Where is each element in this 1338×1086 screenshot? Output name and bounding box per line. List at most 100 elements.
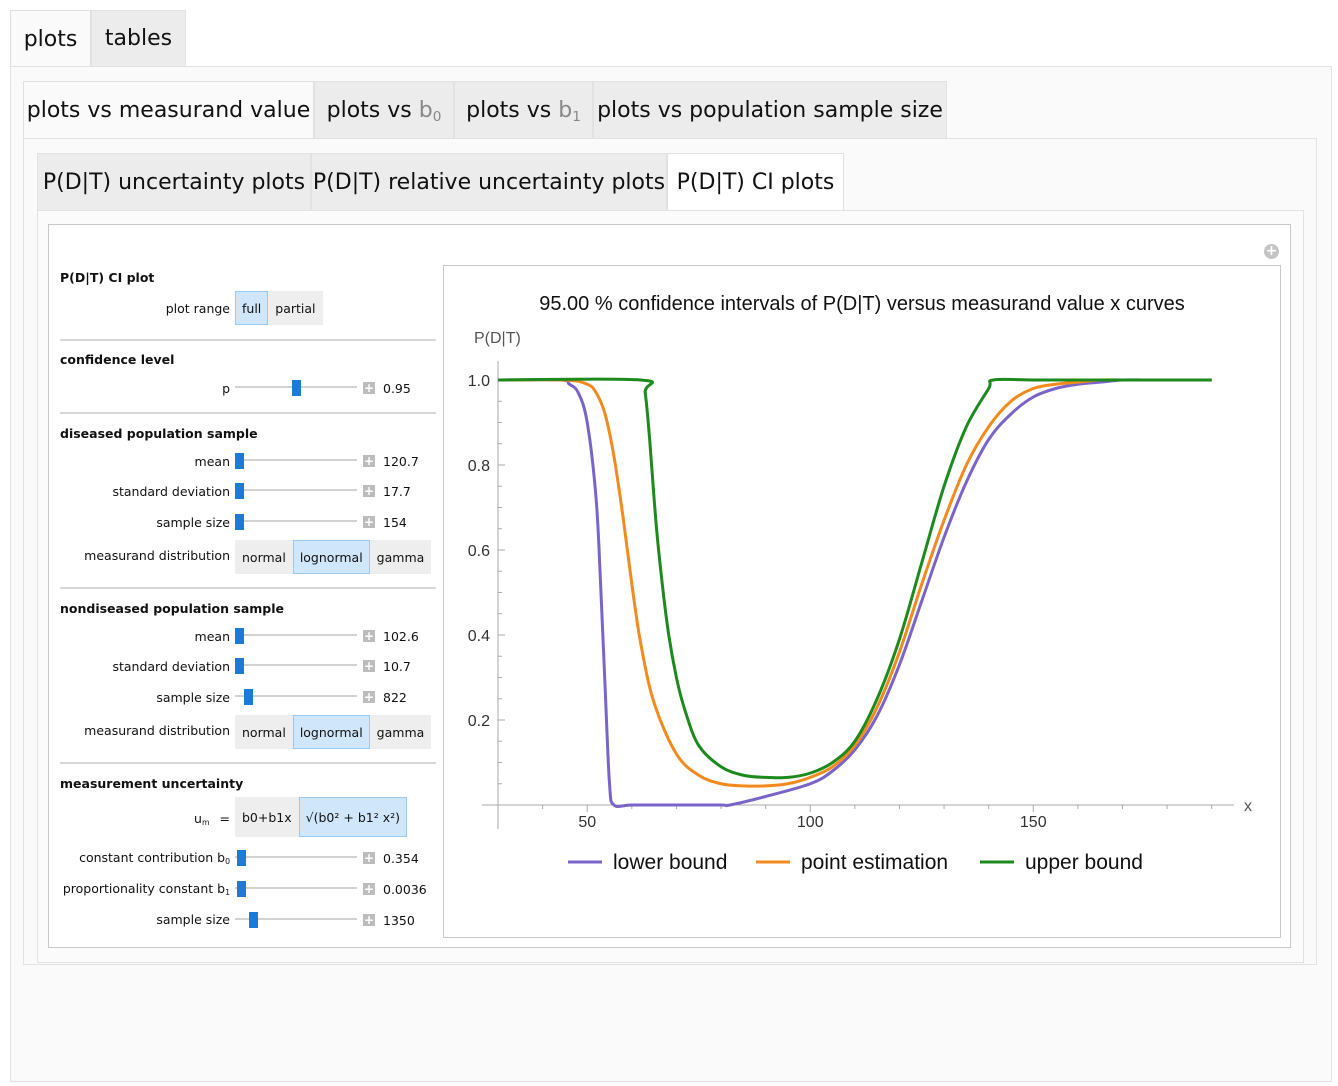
y-tick-label: 0.6	[468, 543, 490, 560]
tab-label: plots vs b0	[326, 97, 442, 125]
b0-slider[interactable]	[235, 850, 357, 866]
diseased-title: diseased population sample	[60, 426, 258, 441]
b1-label-sub: 1	[225, 888, 230, 898]
chart-title: 95.00 % confidence intervals of P(D|T) v…	[539, 293, 1185, 315]
dist-gamma[interactable]: gamma	[369, 715, 432, 749]
y-axis-label: P(D|T)	[474, 330, 521, 347]
nondiseased-sd-value: 10.7	[383, 659, 411, 674]
slider-thumb[interactable]	[235, 483, 244, 499]
diseased-mean-slider[interactable]	[235, 453, 357, 469]
add-icon[interactable]: +	[1264, 243, 1279, 259]
dist-normal[interactable]: normal	[235, 540, 293, 574]
tab-b0-letter: b	[418, 97, 433, 123]
dist-lognormal[interactable]: lognormal	[292, 540, 370, 574]
tab-plots[interactable]: plots	[10, 10, 91, 67]
dist-gamma[interactable]: gamma	[369, 540, 432, 574]
um-size-slider[interactable]	[235, 912, 357, 928]
slider-thumb[interactable]	[248, 912, 258, 928]
p-value: 0.95	[383, 381, 411, 396]
diseased-sd-expand-icon[interactable]: +	[363, 484, 375, 498]
x-axis-label: x	[1244, 798, 1252, 815]
plot-range-full[interactable]: full	[235, 291, 269, 325]
nondiseased-mean-expand-icon[interactable]: +	[363, 629, 375, 643]
b1-label-text: proportionality constant b	[62, 881, 226, 896]
p-expand-icon[interactable]: +	[363, 381, 375, 395]
divider	[60, 587, 436, 589]
tab-b1-prefix: plots vs	[466, 97, 559, 123]
tab-plots-vs-b1[interactable]: plots vs b1	[454, 81, 593, 139]
dist-lognormal[interactable]: lognormal	[292, 715, 370, 749]
b0-label-text: constant contribution b	[79, 850, 226, 865]
b1-label: proportionality constant b1	[62, 881, 230, 898]
slider-thumb[interactable]	[237, 881, 247, 897]
tab-label: P(D|T) uncertainty plots	[42, 169, 306, 195]
b0-label-sub: 0	[225, 857, 230, 867]
slider-thumb[interactable]	[235, 514, 244, 530]
plot-frame: 95.00 % confidence intervals of P(D|T) v…	[443, 265, 1281, 938]
plot-range-selector[interactable]: full partial	[235, 291, 323, 325]
diseased-size-expand-icon[interactable]: +	[363, 515, 375, 529]
slider-thumb[interactable]	[244, 689, 254, 705]
p-slider-thumb[interactable]	[291, 380, 301, 396]
diseased-sd-slider[interactable]	[235, 483, 357, 499]
divider	[60, 339, 436, 341]
tab-relative-uncertainty-plots[interactable]: P(D|T) relative uncertainty plots	[311, 153, 667, 211]
confidence-title: confidence level	[60, 352, 175, 367]
nondiseased-dist-label: measurand distribution	[84, 723, 230, 738]
nondiseased-size-expand-icon[interactable]: +	[363, 690, 375, 704]
tab-plots-vs-sample-size[interactable]: plots vs population sample size	[593, 81, 947, 139]
nondiseased-size-label: sample size	[156, 690, 230, 705]
y-tick-label: 0.4	[468, 628, 490, 645]
nondiseased-sd-slider[interactable]	[235, 658, 357, 674]
nondiseased-mean-value: 102.6	[383, 629, 419, 644]
tab-label: P(D|T) relative uncertainty plots	[312, 169, 666, 195]
um-size-value: 1350	[383, 913, 415, 928]
p-slider[interactable]	[235, 380, 357, 396]
nondiseased-dist-selector[interactable]: normal lognormal gamma	[235, 715, 432, 749]
um-linear-option[interactable]: b0+b1x	[235, 797, 299, 837]
um-size-expand-icon[interactable]: +	[363, 913, 375, 927]
tab-b0-prefix: plots vs	[326, 97, 419, 123]
nondiseased-size-slider[interactable]	[235, 689, 357, 705]
point-estimation-line	[497, 378, 1212, 788]
b1-slider[interactable]	[235, 881, 357, 897]
b1-expand-icon[interactable]: +	[363, 882, 375, 896]
um-sqrt-option[interactable]: √(b0² + b1² x²)	[298, 797, 407, 837]
legend-label: lower bound	[613, 851, 727, 874]
diseased-dist-selector[interactable]: normal lognormal gamma	[235, 540, 432, 574]
tab-b0-sub: 0	[432, 108, 442, 125]
nondiseased-size-value: 822	[383, 690, 407, 705]
x-tick-label: 50	[578, 814, 596, 831]
tab-label: plots vs population sample size	[597, 97, 943, 123]
diseased-size-slider[interactable]	[235, 514, 357, 530]
diseased-sd-label: standard deviation	[112, 484, 230, 499]
slider-thumb[interactable]	[235, 628, 244, 644]
y-tick-label: 0.2	[468, 713, 490, 730]
legend-label: point estimation	[801, 851, 948, 874]
nondiseased-sd-expand-icon[interactable]: +	[363, 659, 375, 673]
b0-expand-icon[interactable]: +	[363, 851, 375, 865]
divider	[60, 762, 436, 764]
nondiseased-mean-slider[interactable]	[235, 628, 357, 644]
diseased-mean-expand-icon[interactable]: +	[363, 454, 375, 468]
tab-plots-vs-measurand[interactable]: plots vs measurand value	[23, 81, 314, 139]
tab-label: plots vs measurand value	[26, 98, 311, 123]
um-formula-selector[interactable]: b0+b1x √(b0² + b1² x²)	[235, 797, 407, 837]
slider-thumb[interactable]	[237, 850, 247, 866]
tab-plots-vs-b0[interactable]: plots vs b0	[314, 81, 454, 139]
nondiseased-sd-label: standard deviation	[112, 659, 230, 674]
legend-label: upper bound	[1025, 851, 1143, 874]
dist-normal[interactable]: normal	[235, 715, 293, 749]
slider-thumb[interactable]	[235, 658, 244, 674]
tab-tables[interactable]: tables	[91, 10, 186, 67]
x-tick-label: 100	[797, 814, 824, 831]
slider-thumb[interactable]	[235, 453, 244, 469]
uncertainty-title: measurement uncertainty	[60, 776, 244, 791]
um-label: um =	[194, 811, 230, 828]
p-label: p	[222, 381, 230, 396]
tab-uncertainty-plots[interactable]: P(D|T) uncertainty plots	[37, 153, 311, 211]
plot-range-partial[interactable]: partial	[268, 291, 323, 325]
um-sub: m	[201, 818, 210, 828]
tab-ci-plots[interactable]: P(D|T) CI plots	[667, 153, 844, 211]
tab-label: P(D|T) CI plots	[676, 170, 835, 195]
